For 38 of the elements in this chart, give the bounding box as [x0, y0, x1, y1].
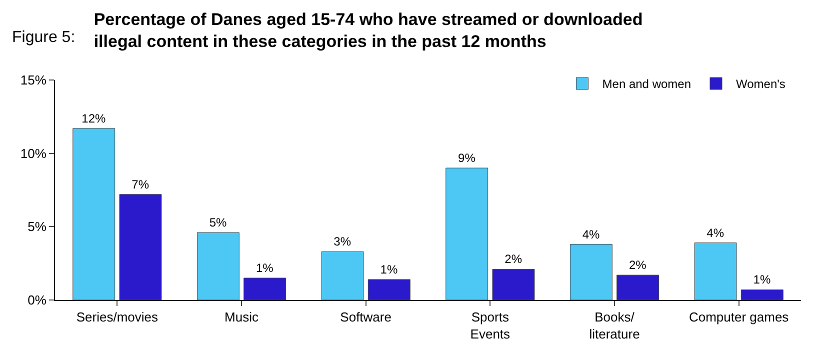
bar — [694, 242, 737, 300]
y-tick-label: 15% — [20, 72, 47, 88]
y-tick-label: 10% — [20, 146, 47, 161]
data-label: 1% — [256, 261, 274, 275]
bar — [244, 278, 286, 300]
legend-label: Women's — [736, 77, 786, 92]
data-label: 4% — [706, 226, 724, 240]
bar — [119, 194, 162, 300]
bar — [570, 244, 612, 300]
data-label: 9% — [458, 151, 476, 165]
bar — [196, 232, 240, 300]
data-label: 1% — [380, 262, 398, 276]
data-label: 2% — [504, 252, 522, 266]
data-label: 5% — [209, 216, 228, 230]
data-label: 2% — [628, 258, 647, 272]
bar — [492, 268, 535, 300]
legend-label: Men and women — [602, 77, 691, 92]
caption: Figure 5: — [12, 29, 76, 46]
data-label: 1% — [753, 272, 771, 287]
bar — [740, 289, 784, 300]
x-tick-label: Series/movies — [76, 310, 158, 325]
data-label: 7% — [132, 177, 150, 192]
chart-title: Percentage of Danes aged 15-74 who have streamed or downloaded illegal content in these categories in the past 12 months — [94, 10, 643, 51]
bar — [321, 251, 364, 300]
bar — [616, 274, 660, 300]
x-tick-label: Books/ literature — [589, 310, 640, 342]
y-tick-label: 5% — [28, 219, 47, 234]
bar — [446, 168, 488, 300]
bar — [368, 279, 410, 300]
x-tick-label: Software — [340, 310, 392, 325]
y-tick-label: 0% — [28, 292, 47, 308]
bar — [72, 128, 116, 300]
x-tick-label: Music — [224, 310, 259, 325]
x-tick-label: Computer games — [688, 310, 790, 325]
x-tick-label: Sports Events — [470, 310, 511, 342]
data-label: 12% — [82, 111, 106, 126]
data-label: 3% — [334, 234, 352, 249]
data-label: 4% — [582, 227, 600, 242]
